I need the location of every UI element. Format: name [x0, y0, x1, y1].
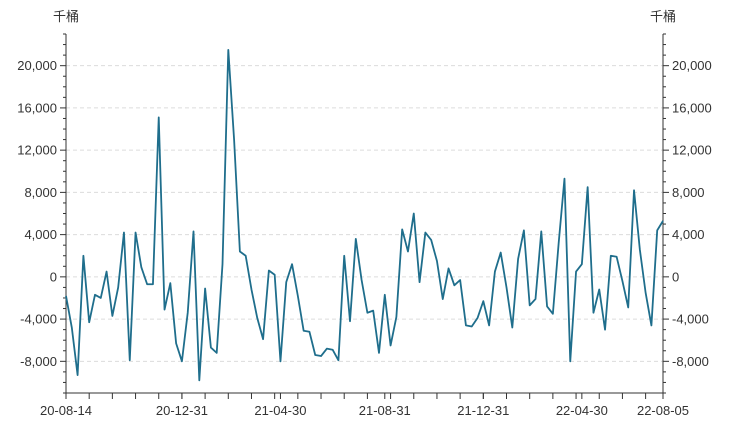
right-tick-label: 4,000 — [672, 227, 705, 242]
right-tick-label: 8,000 — [672, 185, 705, 200]
x-tick-label: 20-12-31 — [156, 403, 208, 418]
left-tick-label: -4,000 — [20, 312, 57, 327]
right-tick-label: 20,000 — [672, 58, 712, 73]
right-tick-label: 0 — [672, 269, 679, 284]
left-tick-label: 12,000 — [17, 143, 57, 158]
y-unit-left: 千桶 — [53, 9, 79, 24]
x-tick-label: 21-04-30 — [254, 403, 306, 418]
left-tick-label: 0 — [50, 269, 57, 284]
left-tick-label: 4,000 — [24, 227, 57, 242]
y-unit-right: 千桶 — [650, 9, 676, 24]
x-tick-label: 22-04-30 — [556, 403, 608, 418]
left-tick-label: 16,000 — [17, 100, 57, 115]
tick-labels: -8,000 -8,000 -4,000 -4,000 0 0 4,000 4,000 8,00… — [17, 58, 712, 418]
x-tick-label: 21-08-31 — [359, 403, 411, 418]
left-tick-label: -8,000 — [20, 354, 57, 369]
right-tick-label: -8,000 — [672, 354, 709, 369]
left-tick-label: 8,000 — [24, 185, 57, 200]
right-tick-label: 12,000 — [672, 143, 712, 158]
axis-ticks — [60, 33, 669, 399]
x-tick-label: 22-08-05 — [637, 403, 689, 418]
series-line — [65, 48, 664, 382]
right-tick-label: 16,000 — [672, 100, 712, 115]
x-tick-label: 20-08-14 — [40, 403, 92, 418]
x-tick-label: 21-12-31 — [457, 403, 509, 418]
right-tick-label: -4,000 — [672, 312, 709, 327]
left-tick-label: 20,000 — [17, 58, 57, 73]
